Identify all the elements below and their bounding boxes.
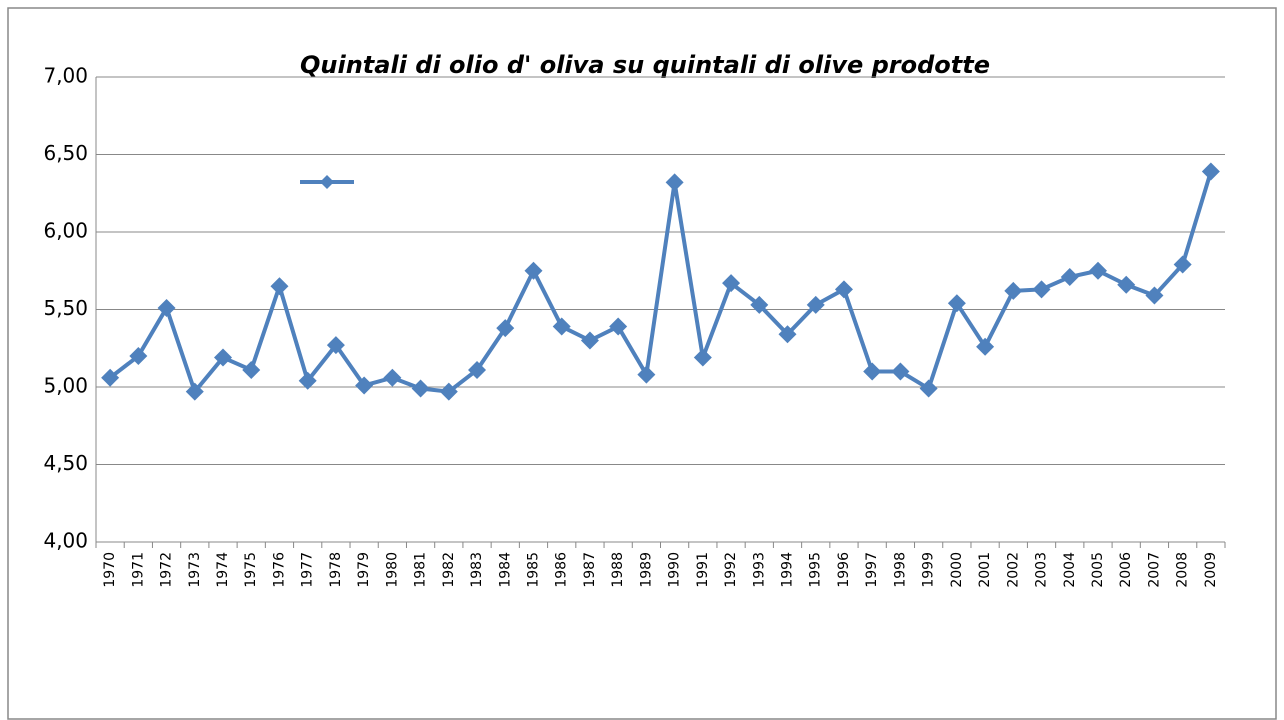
x-tick-label: 1977 xyxy=(300,552,316,588)
marker xyxy=(552,317,571,336)
marker xyxy=(355,376,374,395)
x-tick-label: 1992 xyxy=(723,552,739,588)
x-tick-label: 1976 xyxy=(271,552,287,588)
x-tick-label: 2006 xyxy=(1118,552,1134,588)
x-tick-label: 1972 xyxy=(159,552,175,588)
marker xyxy=(101,368,120,387)
marker xyxy=(834,280,853,299)
y-tick-label: 4,50 xyxy=(43,451,88,475)
x-tick-label: 2009 xyxy=(1203,552,1219,588)
x-tick-label: 1983 xyxy=(469,552,485,588)
x-tick-label: 2004 xyxy=(1062,552,1078,588)
marker xyxy=(129,347,148,365)
x-tick-label: 2001 xyxy=(977,552,993,588)
marker xyxy=(1173,255,1192,274)
marker xyxy=(976,337,995,356)
marker xyxy=(1201,162,1220,181)
x-tick-label: 1988 xyxy=(610,552,626,588)
marker xyxy=(947,294,966,313)
marker xyxy=(1117,275,1136,294)
x-tick-label: 1979 xyxy=(356,552,372,588)
x-tick-label: 1978 xyxy=(328,552,344,588)
y-tick-label: 6,00 xyxy=(43,219,88,243)
x-tick-label: 1984 xyxy=(497,552,513,588)
x-tick-label: 1986 xyxy=(554,552,570,588)
x-tick-label: 1973 xyxy=(187,552,203,588)
marker xyxy=(468,360,487,379)
marker xyxy=(298,371,317,390)
x-tick-label: 1998 xyxy=(892,552,908,588)
x-tick-label: 2000 xyxy=(949,552,965,588)
marker xyxy=(439,382,458,401)
x-tick-label: 1987 xyxy=(582,552,598,588)
marker xyxy=(411,379,430,398)
marker xyxy=(919,379,938,398)
y-tick-label: 5,00 xyxy=(43,374,88,398)
marker xyxy=(1145,286,1164,305)
x-tick-label: 1995 xyxy=(808,552,824,588)
marker xyxy=(778,325,797,344)
marker xyxy=(214,348,233,367)
series-line xyxy=(108,170,1213,394)
x-tick-label: 1989 xyxy=(638,552,654,588)
marker xyxy=(609,317,628,336)
marker xyxy=(270,277,289,296)
x-tick-label: 1971 xyxy=(130,552,146,588)
x-tick-label: 1993 xyxy=(751,552,767,588)
marker xyxy=(750,295,769,314)
x-tick-label: 1991 xyxy=(695,552,711,588)
legend xyxy=(300,175,354,189)
x-tick-label: 2008 xyxy=(1175,552,1191,588)
marker xyxy=(1004,281,1023,300)
y-tick-label: 5,50 xyxy=(43,296,88,320)
y-tick-label: 6,50 xyxy=(43,141,88,165)
marker xyxy=(722,274,741,293)
marker xyxy=(1088,261,1107,280)
legend-marker xyxy=(320,175,334,189)
x-tick-label: 2005 xyxy=(1090,552,1106,588)
x-tick-label: 1974 xyxy=(215,552,231,588)
x-tick-label: 2003 xyxy=(1034,552,1050,588)
marker xyxy=(665,173,684,192)
marker xyxy=(863,362,882,381)
chart-title: Quintali di olio d' oliva su quintali di… xyxy=(300,51,990,79)
marker xyxy=(1032,280,1051,299)
x-tick-label: 1975 xyxy=(243,552,259,588)
marker xyxy=(637,365,656,384)
x-tick-label: 1970 xyxy=(102,552,118,588)
x-tick-label: 2007 xyxy=(1146,552,1162,588)
x-tick-label: 2002 xyxy=(1005,552,1021,588)
x-tick-label: 1990 xyxy=(667,552,683,588)
x-tick-label: 1981 xyxy=(413,552,429,588)
marker xyxy=(580,331,599,350)
x-tick-label: 1996 xyxy=(836,552,852,588)
marker xyxy=(326,336,345,355)
x-tick-label: 1985 xyxy=(525,552,541,588)
marker xyxy=(157,298,176,317)
marker xyxy=(496,319,515,338)
marker xyxy=(1060,267,1079,286)
y-tick-label: 4,00 xyxy=(43,529,88,553)
marker xyxy=(242,360,261,379)
marker xyxy=(891,362,910,381)
y-tick-label: 7,00 xyxy=(43,64,88,88)
marker xyxy=(185,382,204,401)
x-tick-label: 1997 xyxy=(864,552,880,588)
x-tick-label: 1980 xyxy=(384,552,400,588)
marker xyxy=(806,295,825,314)
x-tick-label: 1994 xyxy=(780,552,796,588)
x-tick-label: 1999 xyxy=(921,552,937,588)
marker xyxy=(524,261,543,280)
x-tick-label: 1982 xyxy=(441,552,457,588)
marker xyxy=(693,348,712,367)
marker xyxy=(383,368,402,387)
